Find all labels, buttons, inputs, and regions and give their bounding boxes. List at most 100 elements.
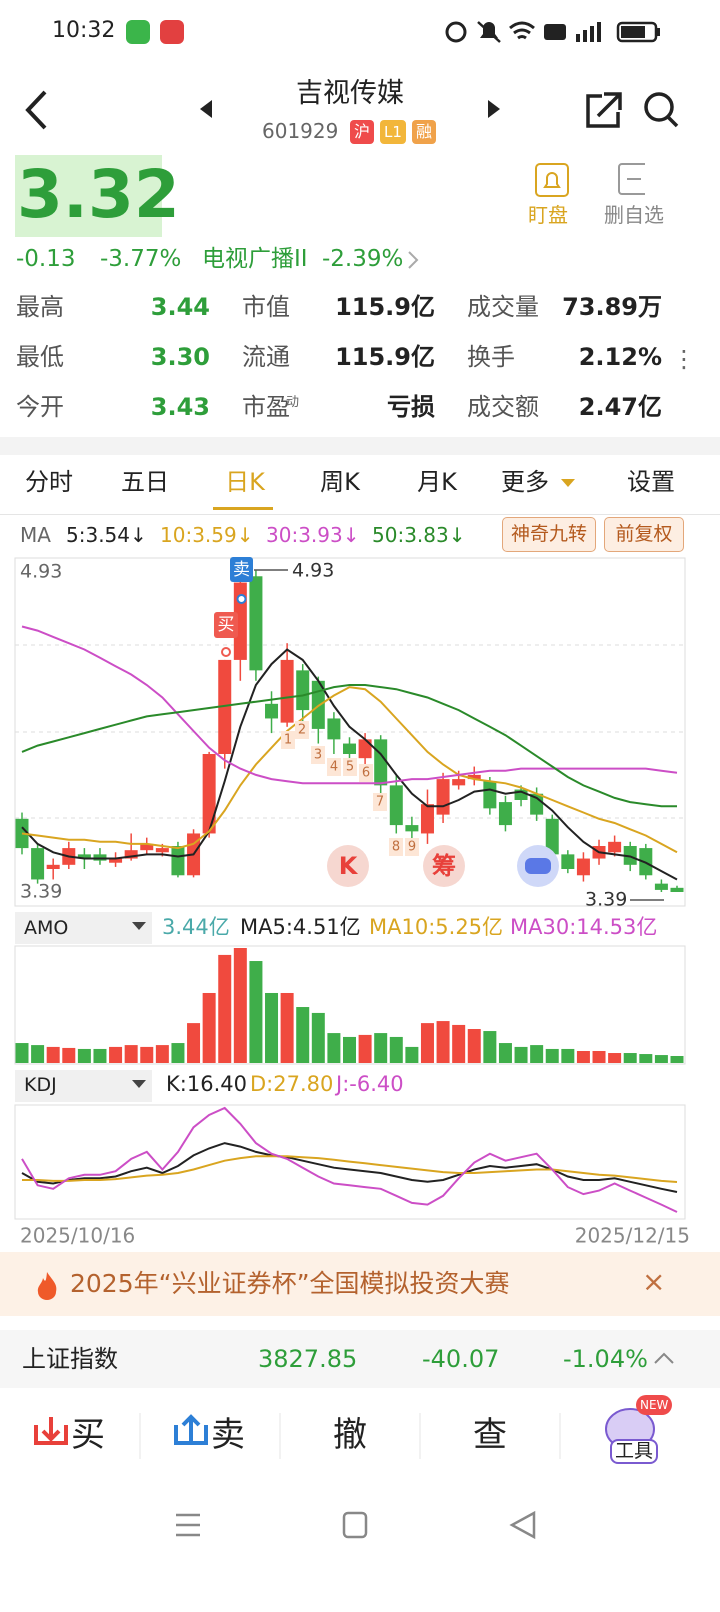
candle-body [623,846,637,865]
stat-value: 3.43 [150,393,210,421]
ma-line [21,684,677,808]
candle-body [109,858,123,863]
ma-line [21,625,678,785]
stock-code: 601929 [262,119,339,143]
kdj-line [21,1106,678,1213]
more[interactable]: ⋮ [672,345,696,373]
remove-watchlist[interactable]: 删自选 [604,203,664,227]
back[interactable] [25,90,47,130]
volume-bar [311,1012,325,1063]
x-tick-label: 2025/12/15 [575,1224,690,1248]
ma-item: 30:3.93↓ [266,523,360,547]
candle-body [530,793,544,815]
sell[interactable]: 卖 [211,1415,245,1455]
stat-label: 最高 [16,293,64,321]
volume-bar [405,1046,419,1063]
float-icon-label: 筹 [432,852,456,880]
candle-body [670,887,684,892]
status-icon [126,20,150,44]
candle-body [124,850,138,859]
watch[interactable]: 盯盘 [528,203,568,227]
banner-close[interactable]: × [642,1265,666,1298]
nine-count: 5 [346,760,354,775]
tab[interactable]: 分时 [25,468,73,496]
stat-value: 2.12% [578,343,662,371]
nine-bg [327,758,341,776]
buy-dot [221,647,231,657]
nine-turn-button[interactable]: 神奇九转 [502,517,596,552]
badge: NEW [640,1398,669,1412]
buy[interactable]: 买 [71,1415,105,1455]
candle-body [374,739,388,786]
nine-bg [359,764,373,782]
volume-bar [171,1043,185,1063]
expand[interactable] [652,1350,676,1366]
volume-bar [639,1054,653,1063]
stat-label: 成交量 [467,293,539,321]
ma-item: 50:3.83↓ [372,523,466,547]
query[interactable]: 查 [473,1415,507,1455]
nine-count: 7 [376,795,384,810]
volume-bar [343,1036,356,1063]
tab[interactable]: 周K [320,468,360,496]
sell-marker: 卖 [233,560,250,580]
tab[interactable]: 月K [417,468,457,496]
volume-bar [15,1043,29,1063]
stat-value: 亏损 [387,393,435,421]
float-icon [423,845,465,887]
adjust-button[interactable]: 前复权 [604,517,684,552]
volume-bar [358,1034,372,1063]
index-bar[interactable] [0,1330,720,1388]
banner-text: 2025年“兴业证券杯”全国模拟投资大赛 [70,1269,510,1298]
volume-bar [327,1033,341,1063]
tag: L1 [380,120,406,144]
share[interactable] [586,92,622,128]
candle-body [420,804,434,834]
tab[interactable]: 日K [225,468,265,496]
candle-body [467,774,481,780]
nine-bg [343,758,357,776]
banner[interactable] [0,1252,720,1316]
volume-bar [46,1046,60,1063]
stat-value: 2.47亿 [578,393,662,421]
ma-label: MA [20,523,51,547]
kdj-k: K:16.40 [166,1072,247,1096]
action-icons [535,163,645,197]
tab[interactable]: 设置 [627,468,675,496]
stat-value: 3.30 [150,343,210,371]
candle-body [327,718,341,740]
volume-bar [545,1048,559,1063]
candle-body [545,818,559,855]
tag: 融 [412,120,436,144]
stat-label: 最低 [16,343,64,371]
tab[interactable]: 五日 [121,468,169,496]
stat-label: 今开 [16,393,64,421]
volume-bar [608,1053,622,1063]
kdj-box[interactable] [15,1070,152,1102]
sector[interactable]: 电视广播II [202,246,308,272]
header-icons [25,90,679,130]
volume-bar [233,948,247,1063]
search[interactable] [644,92,674,122]
y-tick-label: 3.39 [20,881,62,903]
nine-count: 1 [284,733,292,748]
candle-body [265,703,279,719]
kdj-title: KDJ [24,1074,57,1096]
float-icon-label: K [339,852,359,880]
cancel[interactable]: 撤 [333,1415,367,1455]
volume-bar [140,1046,154,1063]
volume-bar [623,1053,637,1063]
amo-box[interactable] [15,912,152,944]
volume-bar [280,992,294,1063]
nav-bar [176,1510,536,1540]
next[interactable] [488,100,500,118]
prev[interactable] [200,100,212,118]
volume-bar [109,1046,123,1063]
stat-value: 115.9亿 [335,293,435,321]
stock-name: 吉视传媒 [296,78,404,109]
stat-value: 3.44 [150,293,210,321]
tab[interactable]: 更多 [501,468,549,496]
volume-bar [31,1045,45,1063]
tools[interactable]: 工具 [610,1439,659,1464]
price-bg [15,155,162,237]
